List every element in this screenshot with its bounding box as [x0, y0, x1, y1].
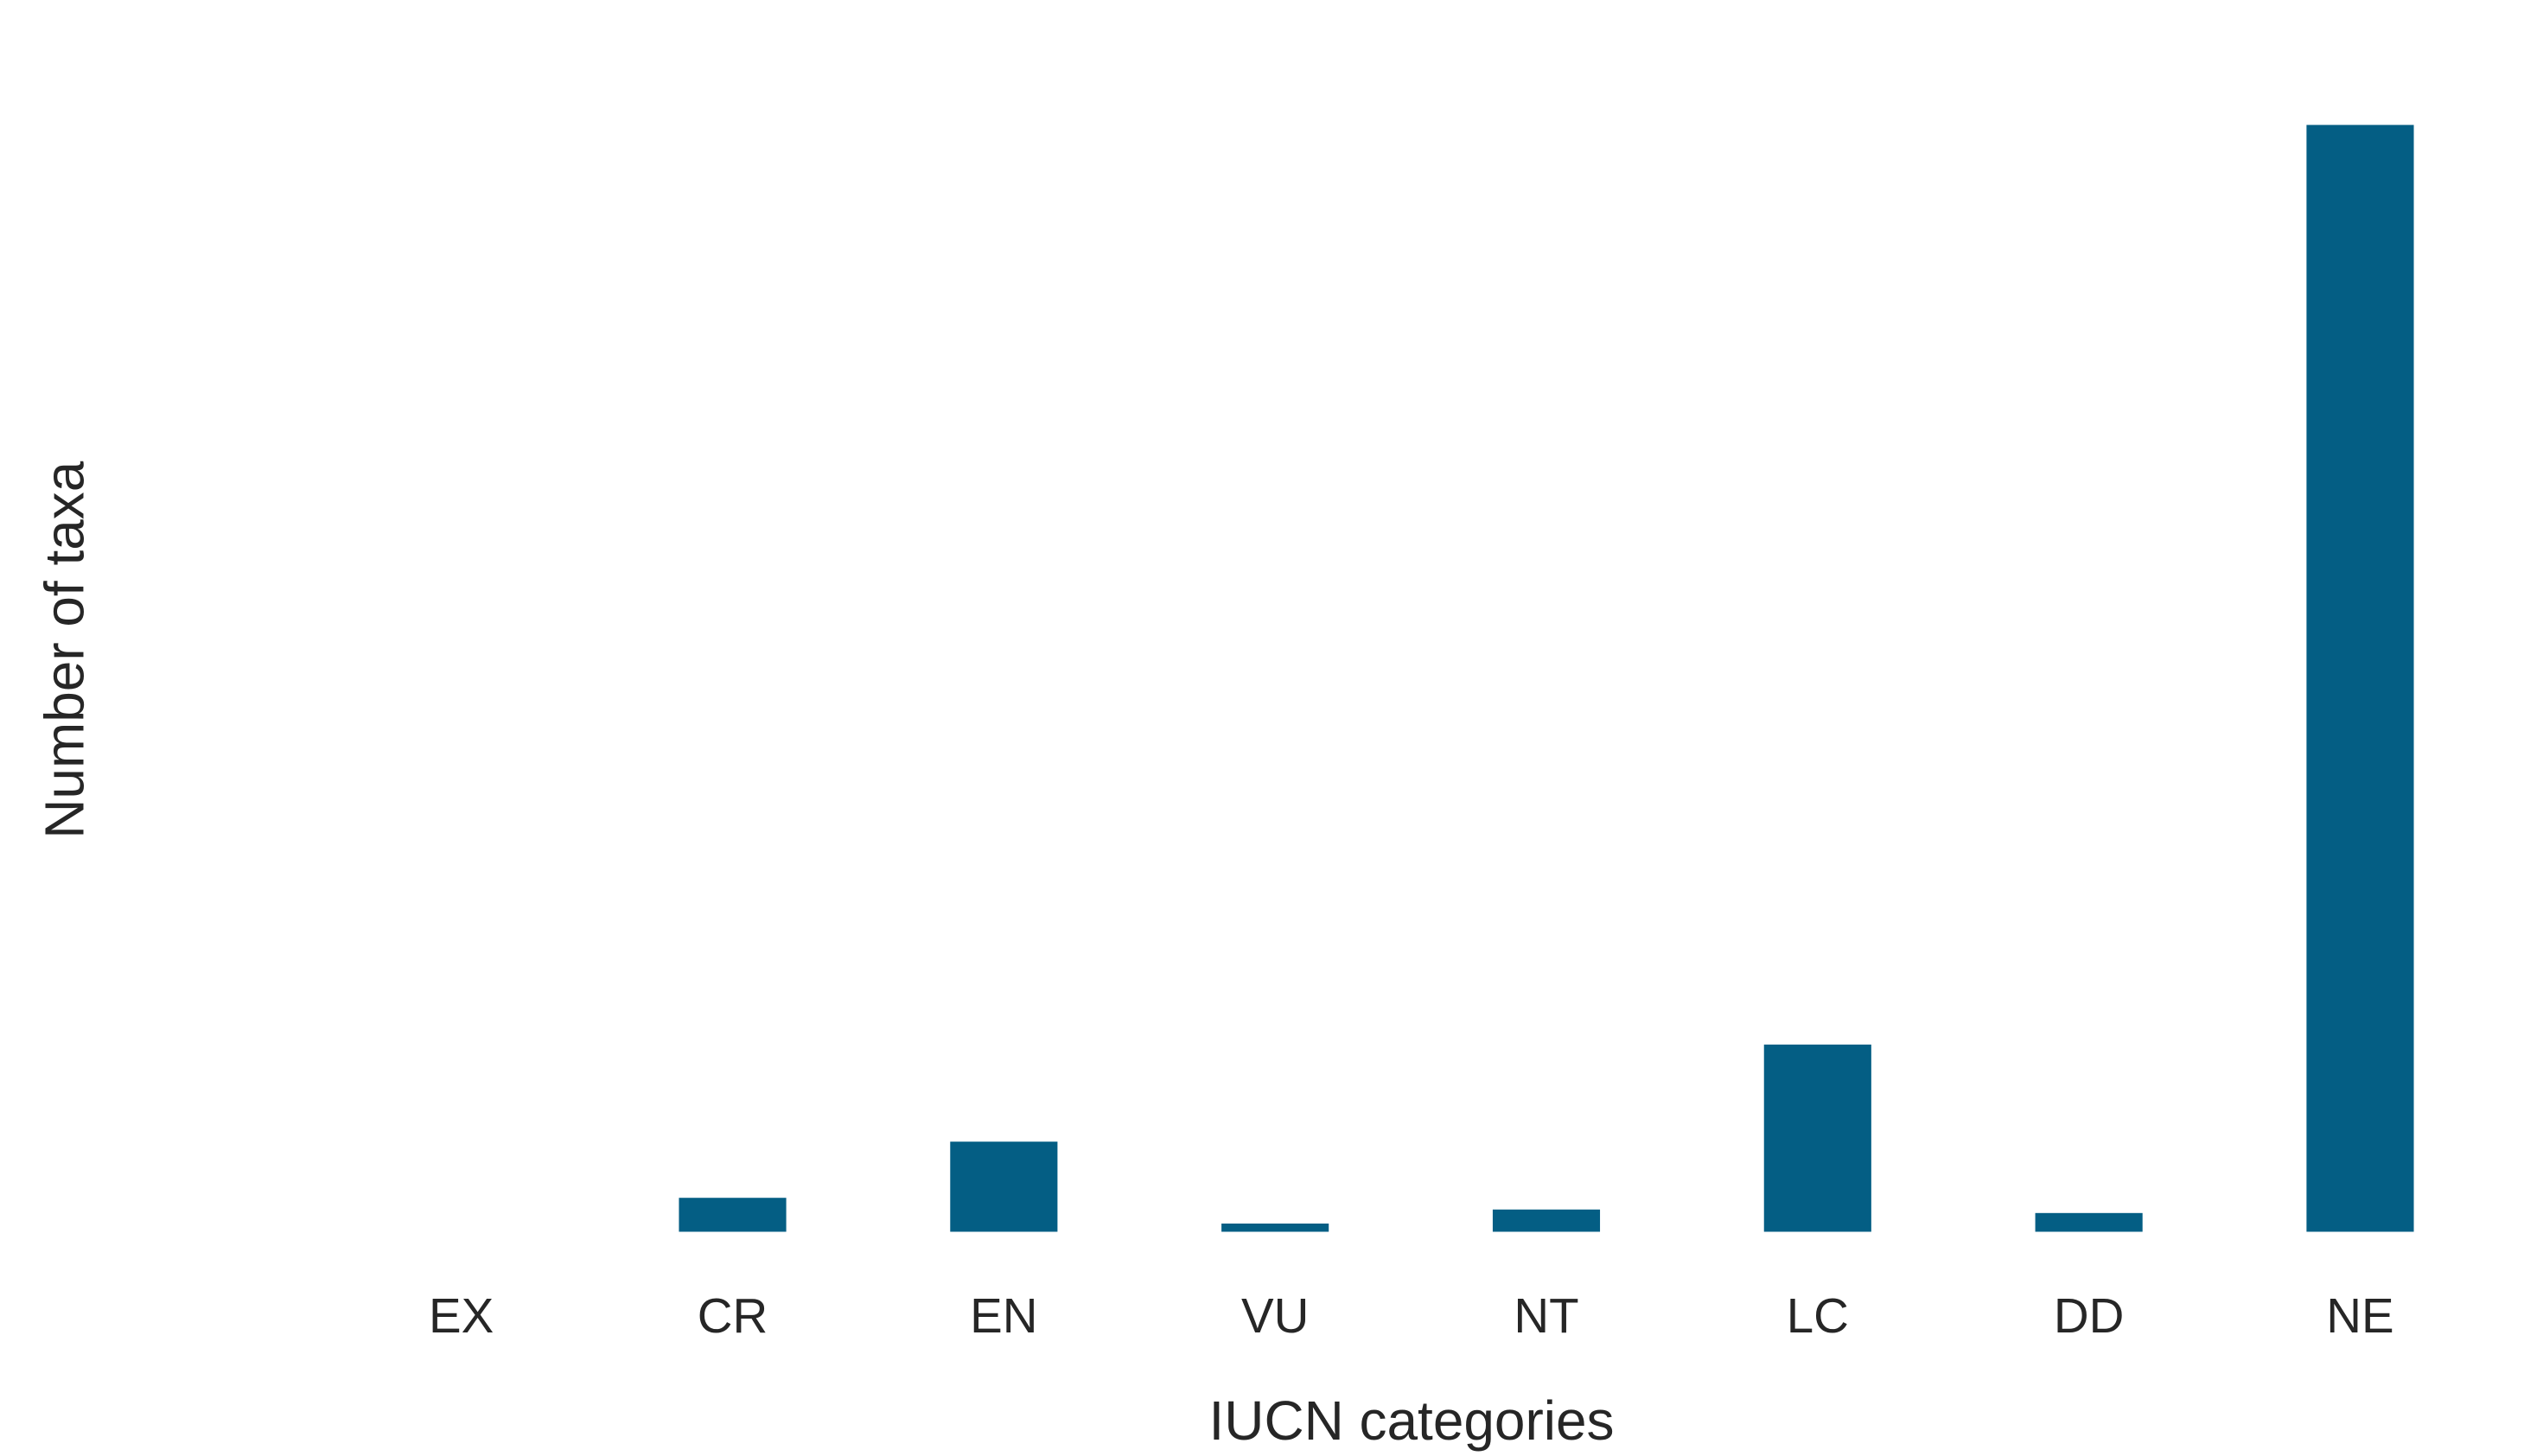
- bar: [679, 1198, 787, 1232]
- x-tick-label: EN: [970, 1288, 1037, 1343]
- x-tick-label: NE: [2326, 1288, 2393, 1343]
- bar: [1492, 1209, 1601, 1232]
- x-tick-label: EX: [429, 1288, 494, 1343]
- x-tick-label: CR: [698, 1288, 768, 1343]
- bar: [1221, 1224, 1329, 1232]
- x-tick-label: DD: [2054, 1288, 2124, 1343]
- x-axis-title: IUCN categories: [1209, 1389, 1615, 1452]
- bar: [1763, 1044, 1871, 1232]
- y-axis-title: Number of taxa: [34, 461, 96, 838]
- bars: [679, 124, 2414, 1232]
- bar: [2306, 124, 2414, 1232]
- labels: EX CR EN VU NT LC DD NE: [429, 1288, 2394, 1343]
- bar: [2035, 1212, 2143, 1232]
- x-tick-label: LC: [1787, 1288, 1849, 1343]
- x-tick-label: NT: [1514, 1288, 1578, 1343]
- bar: [950, 1141, 1058, 1232]
- x-tick-label: VU: [1241, 1288, 1309, 1343]
